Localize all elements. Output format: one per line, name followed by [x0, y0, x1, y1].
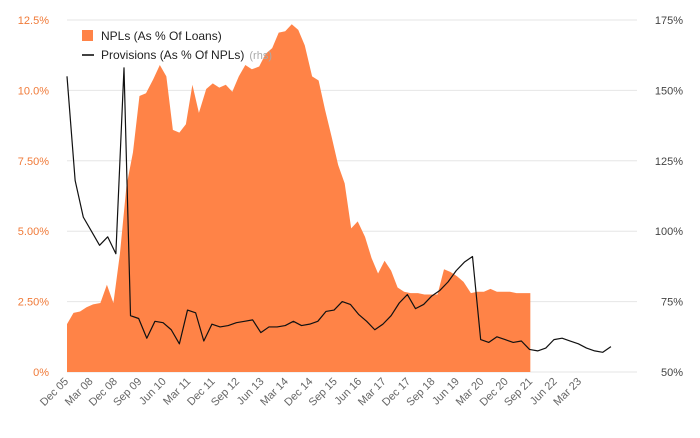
y-left-tick-label: 12.5%	[18, 15, 49, 27]
y-right-tick-label: 175%	[655, 15, 683, 27]
y-right-tick-label: 75%	[661, 297, 683, 309]
legend-provisions-suffix: (rhs)	[249, 50, 272, 62]
legend-provisions-label: Provisions (As % Of NPLs) (rhs)	[101, 48, 272, 62]
y-left-tick-label: 5.00%	[18, 226, 49, 238]
y-right-tick-label: 100%	[655, 226, 683, 238]
legend-provisions-name: Provisions (As % Of NPLs)	[101, 48, 244, 62]
y-left-tick-label: 10.0%	[18, 85, 49, 97]
legend-npl-label: NPLs (As % Of Loans)	[101, 29, 222, 43]
npl-area	[67, 24, 531, 372]
y-right-tick-label: 125%	[655, 156, 683, 168]
x-tick-label: Mar 23	[551, 376, 584, 409]
legend-npl-swatch	[82, 30, 93, 41]
provisions-line-series	[66, 67, 612, 353]
y-right-tick-label: 50%	[661, 367, 683, 379]
y-left-tick-label: 2.50%	[18, 297, 49, 309]
y-left-tick-label: 0%	[33, 367, 49, 379]
y-right-tick-label: 150%	[655, 85, 683, 97]
npl-area-series	[67, 24, 531, 372]
y-left-tick-label: 7.50%	[18, 156, 49, 168]
legend: NPLs (As % Of Loans) Provisions (As % Of…	[82, 29, 272, 62]
provisions-line	[66, 67, 612, 353]
